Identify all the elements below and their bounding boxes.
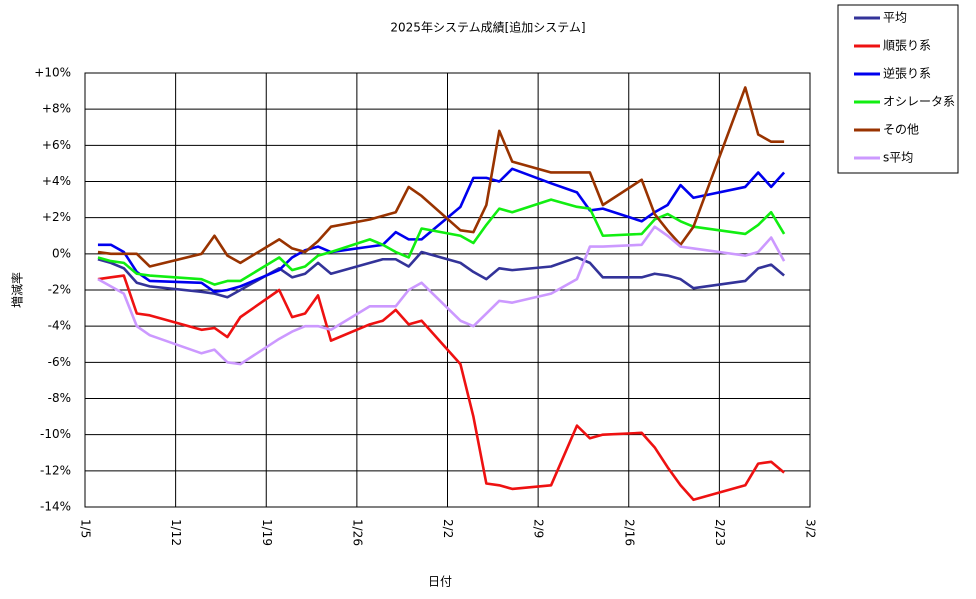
legend-label: s平均: [883, 151, 913, 165]
y-tick-label: +6%: [42, 138, 71, 152]
y-tick-label: -6%: [48, 355, 71, 369]
x-tick-label: 2/2: [441, 519, 455, 538]
x-tick-label: 1/26: [350, 519, 364, 546]
series-line: [97, 274, 785, 502]
y-tick-label: 0%: [52, 246, 71, 260]
x-tick-label: 2/9: [532, 519, 546, 538]
y-tick-label: -10%: [40, 427, 71, 441]
legend-label: 逆張り系: [883, 66, 931, 81]
chart-title: 2025年システム成績[追加システム]: [390, 20, 585, 35]
y-tick-label: -4%: [48, 319, 71, 333]
y-tick-label: -12%: [40, 463, 71, 477]
x-axis-label: 日付: [428, 575, 452, 589]
legend-label: その他: [883, 123, 919, 137]
y-tick-label: -2%: [48, 283, 71, 297]
x-tick-label: 2/16: [622, 519, 636, 546]
series-line: [97, 198, 786, 286]
y-tick-label: -8%: [48, 391, 71, 405]
series-line: [97, 167, 786, 294]
x-tick-label: 2/23: [713, 519, 727, 546]
y-tick-label: +2%: [42, 210, 71, 224]
x-tick-label: 1/5: [79, 519, 93, 538]
legend-label: 平均: [883, 11, 907, 25]
legend-label: オシレータ系: [883, 95, 955, 109]
y-tick-label: +10%: [34, 66, 71, 80]
legend-label: 順張り系: [883, 39, 931, 53]
y-axis-label: 増減率: [10, 272, 25, 308]
x-tick-label: 1/19: [260, 519, 274, 546]
series-line: [97, 250, 785, 299]
y-tick-label: +4%: [42, 174, 71, 188]
x-tick-label: 1/12: [169, 519, 183, 546]
y-tick-label: -14%: [40, 500, 71, 514]
x-tick-label: 3/2: [804, 519, 818, 538]
legend-box: [837, 4, 959, 174]
series-line: [97, 225, 786, 366]
series-line: [97, 86, 785, 268]
y-tick-label: +8%: [42, 102, 71, 116]
